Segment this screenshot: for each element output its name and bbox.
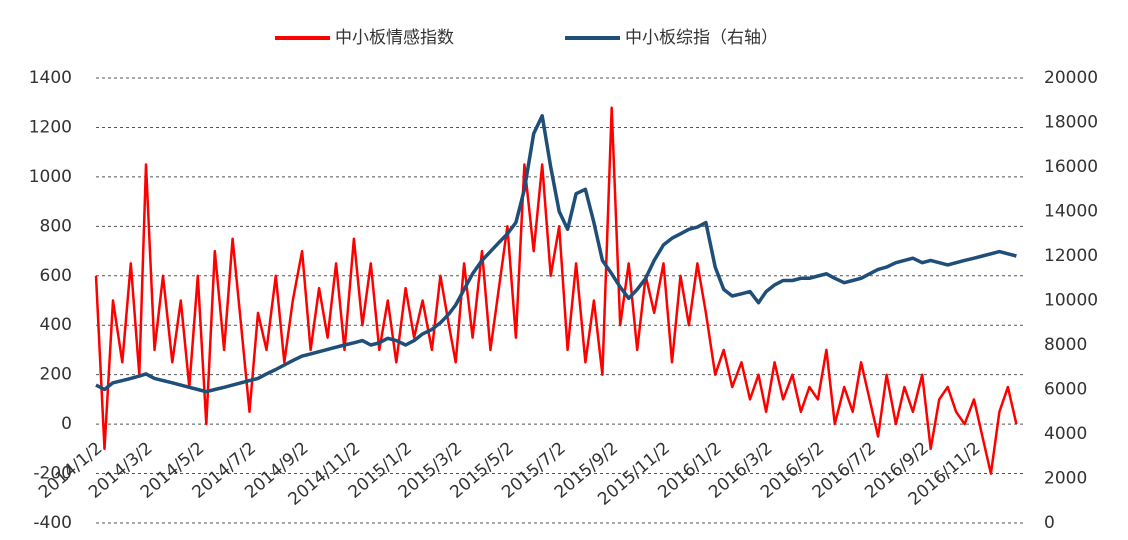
y-tick-label: -200	[33, 464, 72, 484]
y2-tick-label: 16000	[1044, 157, 1098, 177]
legend-label: 中小板综指（右轴）	[625, 28, 778, 48]
y2-tick-label: 6000	[1044, 380, 1087, 400]
y2-tick-label: 18000	[1044, 113, 1098, 133]
y2-tick-label: 20000	[1044, 68, 1098, 88]
line	[95, 114, 1017, 394]
y-tick-label: 0	[61, 414, 72, 434]
y-tick-label: 200	[40, 365, 72, 385]
line	[94, 106, 1018, 475]
y-tick-label: 600	[40, 266, 72, 286]
legend-label: 中小板情感指数	[335, 28, 454, 48]
y-tick-label: 400	[40, 315, 72, 335]
y-tick-label: -400	[33, 513, 72, 533]
y-tick-label: 1400	[29, 68, 72, 88]
y-tick-label: 1000	[29, 167, 72, 187]
y2-tick-label: 10000	[1044, 291, 1098, 311]
y2-tick-label: 4000	[1044, 424, 1087, 444]
y-tick-label: 1200	[29, 117, 72, 137]
y2-tick-label: 8000	[1044, 335, 1087, 355]
y2-tick-label: 0	[1044, 513, 1055, 533]
y2-tick-label: 14000	[1044, 202, 1098, 222]
y2-tick-label: 12000	[1044, 246, 1098, 266]
y-tick-label: 800	[40, 216, 72, 236]
y2-tick-label: 2000	[1044, 469, 1087, 489]
